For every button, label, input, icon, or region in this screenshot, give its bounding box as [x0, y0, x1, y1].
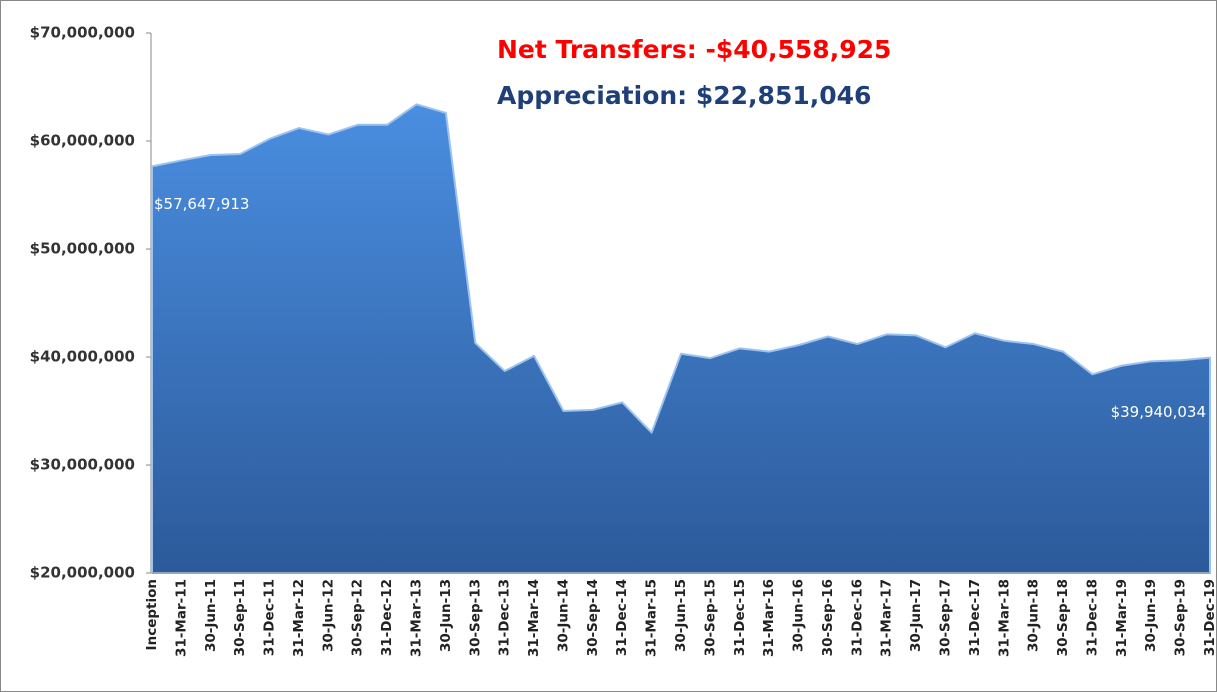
x-tick-label: 30-Jun-17: [908, 579, 924, 652]
x-tick-label: 31-Dec-13: [497, 579, 513, 656]
x-tick-label: 31-Mar-17: [879, 579, 895, 657]
x-tick-label: 31-Mar-15: [644, 579, 660, 657]
x-tick-label: 30-Sep-12: [350, 579, 366, 656]
y-tick-label: $30,000,000: [30, 456, 135, 474]
x-tick-label: 30-Sep-19: [1173, 579, 1189, 656]
x-tick-label: 31-Mar-12: [291, 579, 307, 657]
data-label: $57,647,913: [154, 195, 249, 213]
x-tick-label: 30-Jun-14: [555, 579, 571, 652]
x-tick-label: 30-Sep-11: [232, 579, 248, 656]
annotation: Net Transfers: -$40,558,925: [497, 35, 891, 64]
x-tick-label: 30-Sep-14: [585, 579, 601, 656]
x-tick-label: 30-Sep-13: [467, 579, 483, 656]
y-tick-label: $70,000,000: [30, 24, 135, 42]
y-tick-label: $20,000,000: [30, 564, 135, 582]
x-tick-label: 30-Jun-19: [1143, 579, 1159, 652]
x-tick-label: 31-Dec-15: [732, 579, 748, 656]
data-label: $39,940,034: [1111, 403, 1206, 421]
x-tick-label: 31-Dec-11: [262, 579, 278, 656]
x-tick-label: 31-Dec-19: [1202, 579, 1217, 656]
x-tick-label: 30-Jun-16: [791, 579, 807, 652]
y-tick-label: $40,000,000: [30, 348, 135, 366]
x-tick-label: 30-Sep-15: [702, 579, 718, 656]
x-tick-label: 31-Mar-19: [1114, 579, 1130, 657]
x-tick-label: Inception: [144, 579, 160, 650]
x-tick-label: 31-Mar-18: [996, 579, 1012, 657]
x-tick-label: 30-Sep-16: [820, 579, 836, 656]
x-tick-label: 31-Mar-13: [409, 579, 425, 657]
x-tick-label: 31-Dec-18: [1084, 579, 1100, 656]
x-tick-label: 30-Jun-15: [673, 579, 689, 652]
x-tick-label: 30-Jun-11: [203, 579, 219, 652]
x-tick-label: 30-Jun-12: [320, 579, 336, 652]
x-tick-label: 31-Dec-16: [849, 579, 865, 656]
x-tick-label: 30-Sep-18: [1055, 579, 1071, 656]
area: [151, 103, 1211, 574]
x-tick-label: 31-Mar-11: [173, 579, 189, 657]
x-tick-label: 31-Mar-14: [526, 579, 542, 657]
x-tick-label: 31-Mar-16: [761, 579, 777, 657]
x-tick-label: 30-Jun-18: [1026, 579, 1042, 652]
x-tick-label: 30-Jun-13: [438, 579, 454, 652]
x-tick-label: 30-Sep-17: [938, 579, 954, 656]
x-tick-label: 31-Dec-12: [379, 579, 395, 656]
x-tick-label: 31-Dec-17: [967, 579, 983, 656]
y-tick-label: $50,000,000: [30, 240, 135, 258]
y-tick-label: $60,000,000: [30, 132, 135, 150]
x-tick-label: 31-Dec-14: [614, 579, 630, 656]
annotation: Appreciation: $22,851,046: [497, 81, 871, 110]
